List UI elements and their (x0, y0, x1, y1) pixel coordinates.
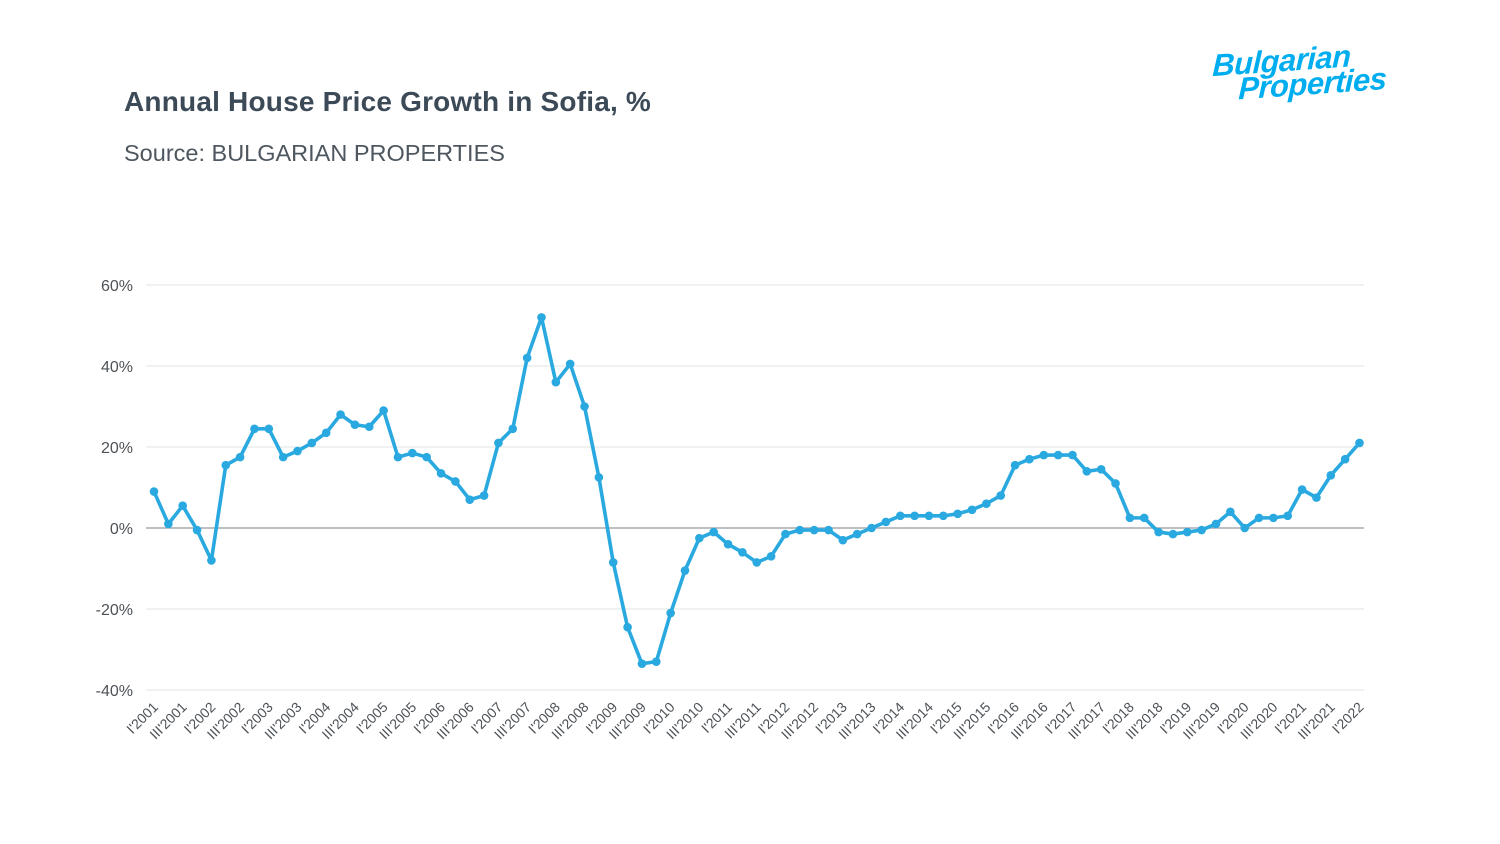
x-axis-label: I'2022 (1329, 699, 1367, 737)
data-point-marker (1053, 450, 1063, 460)
data-point-marker (1168, 529, 1178, 539)
data-point-marker (939, 511, 948, 521)
data-point-marker (666, 608, 675, 618)
y-axis-label: -20% (96, 602, 133, 619)
data-point-marker (982, 499, 991, 509)
data-point-marker (881, 517, 891, 527)
data-point-marker (910, 511, 919, 521)
data-point-marker (1182, 527, 1192, 537)
data-point-marker (709, 527, 718, 537)
data-point-marker (1326, 471, 1336, 480)
data-point-marker (1297, 485, 1307, 494)
data-point-marker (494, 438, 503, 448)
data-point-marker (350, 420, 360, 430)
data-point-marker (1125, 513, 1135, 523)
data-point-marker (752, 558, 762, 567)
data-point-marker (608, 558, 618, 567)
data-point-marker (422, 452, 431, 462)
y-axis-label: 20% (101, 440, 133, 457)
data-point-marker (623, 622, 632, 632)
data-point-marker (565, 359, 575, 369)
data-point-marker (465, 495, 475, 504)
data-point-marker (1139, 513, 1149, 523)
data-point-marker (364, 422, 374, 432)
data-point-marker (250, 424, 259, 434)
data-point-marker (1039, 450, 1049, 460)
y-axis-label: 40% (101, 359, 133, 376)
data-point-marker (393, 452, 403, 462)
data-point-marker (852, 529, 862, 539)
data-point-marker (278, 452, 288, 462)
y-axis-label: 60% (101, 278, 133, 295)
data-point-marker (953, 509, 962, 519)
data-point-marker (809, 525, 819, 535)
data-point-marker (766, 552, 776, 561)
data-point-marker (537, 313, 546, 322)
data-point-marker (967, 505, 977, 515)
data-point-marker (1010, 460, 1020, 470)
data-point-marker (1025, 454, 1034, 464)
data-point-marker (1111, 479, 1120, 488)
data-point-marker (838, 535, 848, 545)
data-point-marker (1254, 513, 1264, 523)
data-point-marker (336, 410, 345, 419)
data-point-marker (1340, 454, 1350, 464)
data-point-marker (436, 469, 446, 478)
data-point-marker (1197, 525, 1206, 535)
data-point-marker (192, 525, 202, 535)
data-point-marker (321, 428, 331, 438)
series-line (152, 315, 1362, 666)
data-point-marker (293, 446, 302, 456)
data-point-marker (522, 353, 532, 363)
data-point-marker (723, 539, 733, 549)
data-point-marker (307, 438, 317, 448)
data-point-marker (207, 556, 216, 565)
data-point-marker (264, 424, 274, 434)
data-point-marker (824, 525, 833, 535)
y-axis-label: 0% (110, 521, 133, 538)
data-point-marker (1096, 464, 1106, 474)
data-point-marker (895, 511, 905, 521)
data-point-marker (680, 566, 690, 575)
data-point-marker (479, 491, 489, 500)
data-point-marker (1240, 523, 1249, 533)
data-point-marker (1211, 519, 1221, 529)
data-point-marker (1355, 438, 1364, 448)
data-point-marker (164, 519, 173, 529)
data-point-marker (795, 525, 805, 535)
y-axis-label: -40% (96, 683, 133, 700)
data-point-marker (1269, 513, 1278, 523)
data-point-marker (738, 548, 747, 557)
data-point-marker (235, 452, 245, 462)
data-point-marker (1283, 511, 1293, 521)
chart-subtitle: Source: BULGARIAN PROPERTIES (124, 140, 505, 166)
data-point-marker (1312, 493, 1321, 502)
data-point-marker (637, 659, 647, 668)
data-point-marker (149, 487, 159, 496)
data-point-marker (781, 529, 790, 539)
data-point-marker (178, 501, 188, 511)
data-point-marker (996, 491, 1006, 500)
data-point-marker (1068, 450, 1077, 460)
chart-title: Annual House Price Growth in Sofia, % (124, 86, 652, 117)
data-point-marker (594, 473, 604, 482)
data-point-marker (867, 523, 876, 533)
data-point-marker (651, 657, 661, 666)
data-point-marker (551, 377, 561, 387)
data-point-marker (1226, 507, 1235, 517)
data-point-marker (1154, 527, 1163, 537)
data-point-marker (221, 460, 231, 470)
data-point-marker (695, 533, 704, 543)
data-point-marker (508, 424, 518, 434)
data-point-marker (408, 448, 417, 458)
data-point-marker (580, 402, 589, 411)
data-point-marker (1082, 467, 1092, 476)
data-point-marker (379, 406, 388, 415)
data-point-marker (924, 511, 934, 521)
data-point-marker (451, 477, 460, 486)
